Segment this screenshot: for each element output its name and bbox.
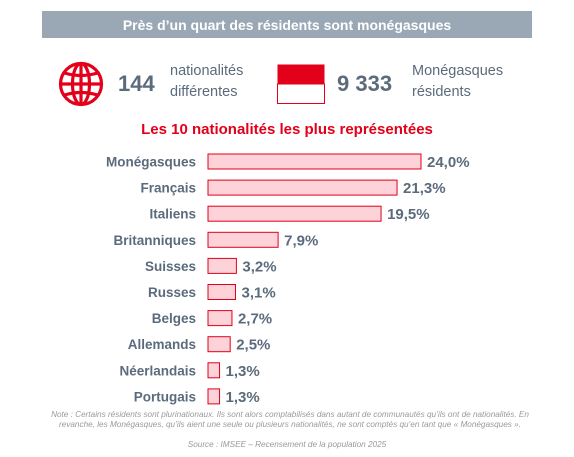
nationalities-label-line1: nationalités — [170, 63, 244, 79]
value-label: 24,0% — [427, 154, 470, 171]
header-banner: Près d’un quart des résidents sont monég… — [42, 11, 532, 38]
nationalities-label-line2: différentes — [170, 84, 238, 100]
bar — [207, 310, 233, 327]
bar — [207, 284, 237, 300]
category-label: Russes — [148, 285, 196, 300]
footnote-source: Source : IMSEE – Recensement de la popul… — [187, 440, 387, 449]
bar — [207, 205, 382, 222]
bar — [207, 336, 231, 353]
chart-title: Les 10 nationalités les plus représentée… — [141, 121, 433, 138]
category-label: Monégasques — [106, 155, 196, 170]
monegasques-count: 9 333 — [337, 71, 393, 96]
monegasques-label: Monégasques résidents — [412, 61, 503, 103]
category-label: Suisses — [145, 259, 196, 274]
category-label: Italiens — [149, 207, 196, 222]
monaco-flag-icon — [277, 64, 325, 104]
value-label: 21,3% — [403, 180, 446, 197]
bar — [207, 153, 422, 170]
category-label: Français — [140, 181, 196, 196]
category-label: Allemands — [128, 337, 196, 352]
value-label: 3,1% — [242, 285, 276, 302]
category-label: Britanniques — [113, 233, 196, 248]
category-label: Néerlandais — [119, 363, 196, 378]
nationalities-count: 144 — [118, 71, 155, 96]
monegasques-label-line2: résidents — [412, 84, 471, 100]
bar-chart: Monégasques 24,0% Français 21,3% Italiens 19,… — [106, 153, 470, 406]
category-label: Belges — [152, 311, 196, 326]
banner-title: Près d’un quart des résidents sont monég… — [122, 16, 452, 33]
value-label: 19,5% — [387, 206, 430, 223]
category-label: Portugais — [134, 389, 196, 404]
monegasques-label-line1: Monégasques — [412, 63, 504, 79]
globe-icon — [58, 61, 104, 107]
value-label: 2,5% — [236, 337, 270, 354]
bar — [207, 388, 221, 405]
footnote-note: Note : Certains résidents sont plurinati… — [51, 410, 529, 429]
value-label: 3,2% — [242, 258, 276, 275]
bar — [207, 362, 221, 379]
bar — [207, 257, 237, 274]
value-label: 2,7% — [238, 311, 272, 328]
bar — [207, 179, 398, 196]
value-label: 1,3% — [226, 363, 260, 380]
value-label: 1,3% — [226, 389, 260, 406]
bar — [207, 231, 279, 248]
value-label: 7,9% — [284, 232, 318, 249]
nationalities-label: nationalités différentes — [170, 61, 243, 103]
